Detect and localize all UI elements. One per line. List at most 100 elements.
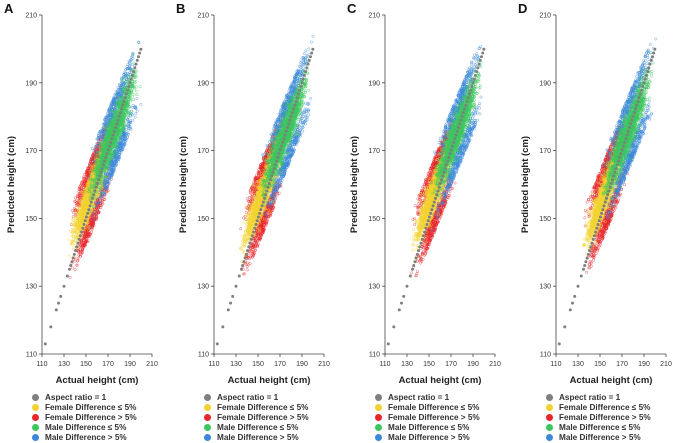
data-point [76,257,80,260]
data-point [81,208,85,212]
data-point [78,207,82,211]
data-point [95,162,98,165]
data-point [135,109,139,113]
data-point [113,143,117,147]
panel-letter: A [4,1,14,16]
data-point [114,139,118,143]
data-point [87,226,91,230]
data-point [119,151,123,155]
data-point [80,212,84,216]
data-point [107,114,110,118]
data-point [102,122,106,126]
data-point [79,223,83,227]
data-point [106,179,110,183]
data-point [83,193,87,197]
data-point [112,97,116,101]
data-point [71,215,75,219]
data-point [137,40,140,44]
y-tick-label: 170 [25,148,37,155]
data-point [113,93,117,96]
data-point [130,63,134,66]
data-point [70,238,74,242]
data-point [89,184,93,188]
x-axis-title: Actual height (cm) [56,375,139,386]
data-point [125,78,128,82]
data-point [95,150,99,154]
data-point [75,263,79,267]
data-point [72,218,75,222]
data-point [128,125,132,129]
data-point [95,201,99,205]
data-point [95,137,99,141]
data-point [79,254,83,258]
data-point [131,105,134,109]
data-point [124,105,128,108]
data-point [77,212,81,216]
data-point [131,53,134,57]
data-point [95,142,99,145]
data-point [94,216,98,220]
data-point [71,221,75,225]
y-tick-label: 110 [26,352,37,359]
data-point [83,173,87,176]
data-point [103,121,107,125]
data-point [91,156,95,159]
data-point [122,128,125,132]
data-point [128,127,132,130]
data-point [125,109,129,112]
data-point [87,229,91,233]
data-point [127,59,131,63]
data-point [101,189,105,193]
data-point [73,199,77,203]
data-point [78,223,81,227]
data-point [119,95,123,99]
data-point [71,240,74,243]
data-point [113,163,117,167]
data-point [108,172,112,176]
data-point [72,247,76,251]
y-tick-label: 150 [25,216,37,223]
data-point [130,58,133,62]
data-point [99,131,103,135]
data-point [135,93,139,97]
data-point [90,177,94,181]
data-point [95,195,99,199]
data-point [76,197,79,201]
data-point [97,211,100,215]
data-point [105,119,109,123]
data-point [85,170,89,174]
data-point [82,244,85,248]
data-point [108,160,112,164]
data-point [110,109,114,113]
data-point [105,186,109,189]
data-point [86,166,89,170]
data-point [82,235,86,239]
data-point [109,117,113,121]
x-tick-label: 170 [102,361,114,368]
data-point [126,129,130,132]
data-point [82,187,86,191]
data-point [83,176,87,180]
data-point [75,263,79,267]
data-point [86,184,90,188]
data-point [67,238,71,241]
data-point [121,81,125,85]
data-point [84,237,88,241]
data-point [108,163,112,167]
data-point [106,170,110,174]
data-point [109,114,113,118]
data-point [131,103,135,107]
x-tick-label: 210 [146,361,158,368]
data-point [89,190,93,194]
data-point [123,132,127,136]
data-point [130,109,134,113]
data-point [69,242,73,246]
data-point [72,211,76,215]
data-point [90,228,94,231]
data-point [76,195,80,199]
data-point [113,101,117,105]
data-point [93,177,97,180]
data-point [123,86,126,90]
data-point [75,211,79,215]
data-point [119,77,123,81]
